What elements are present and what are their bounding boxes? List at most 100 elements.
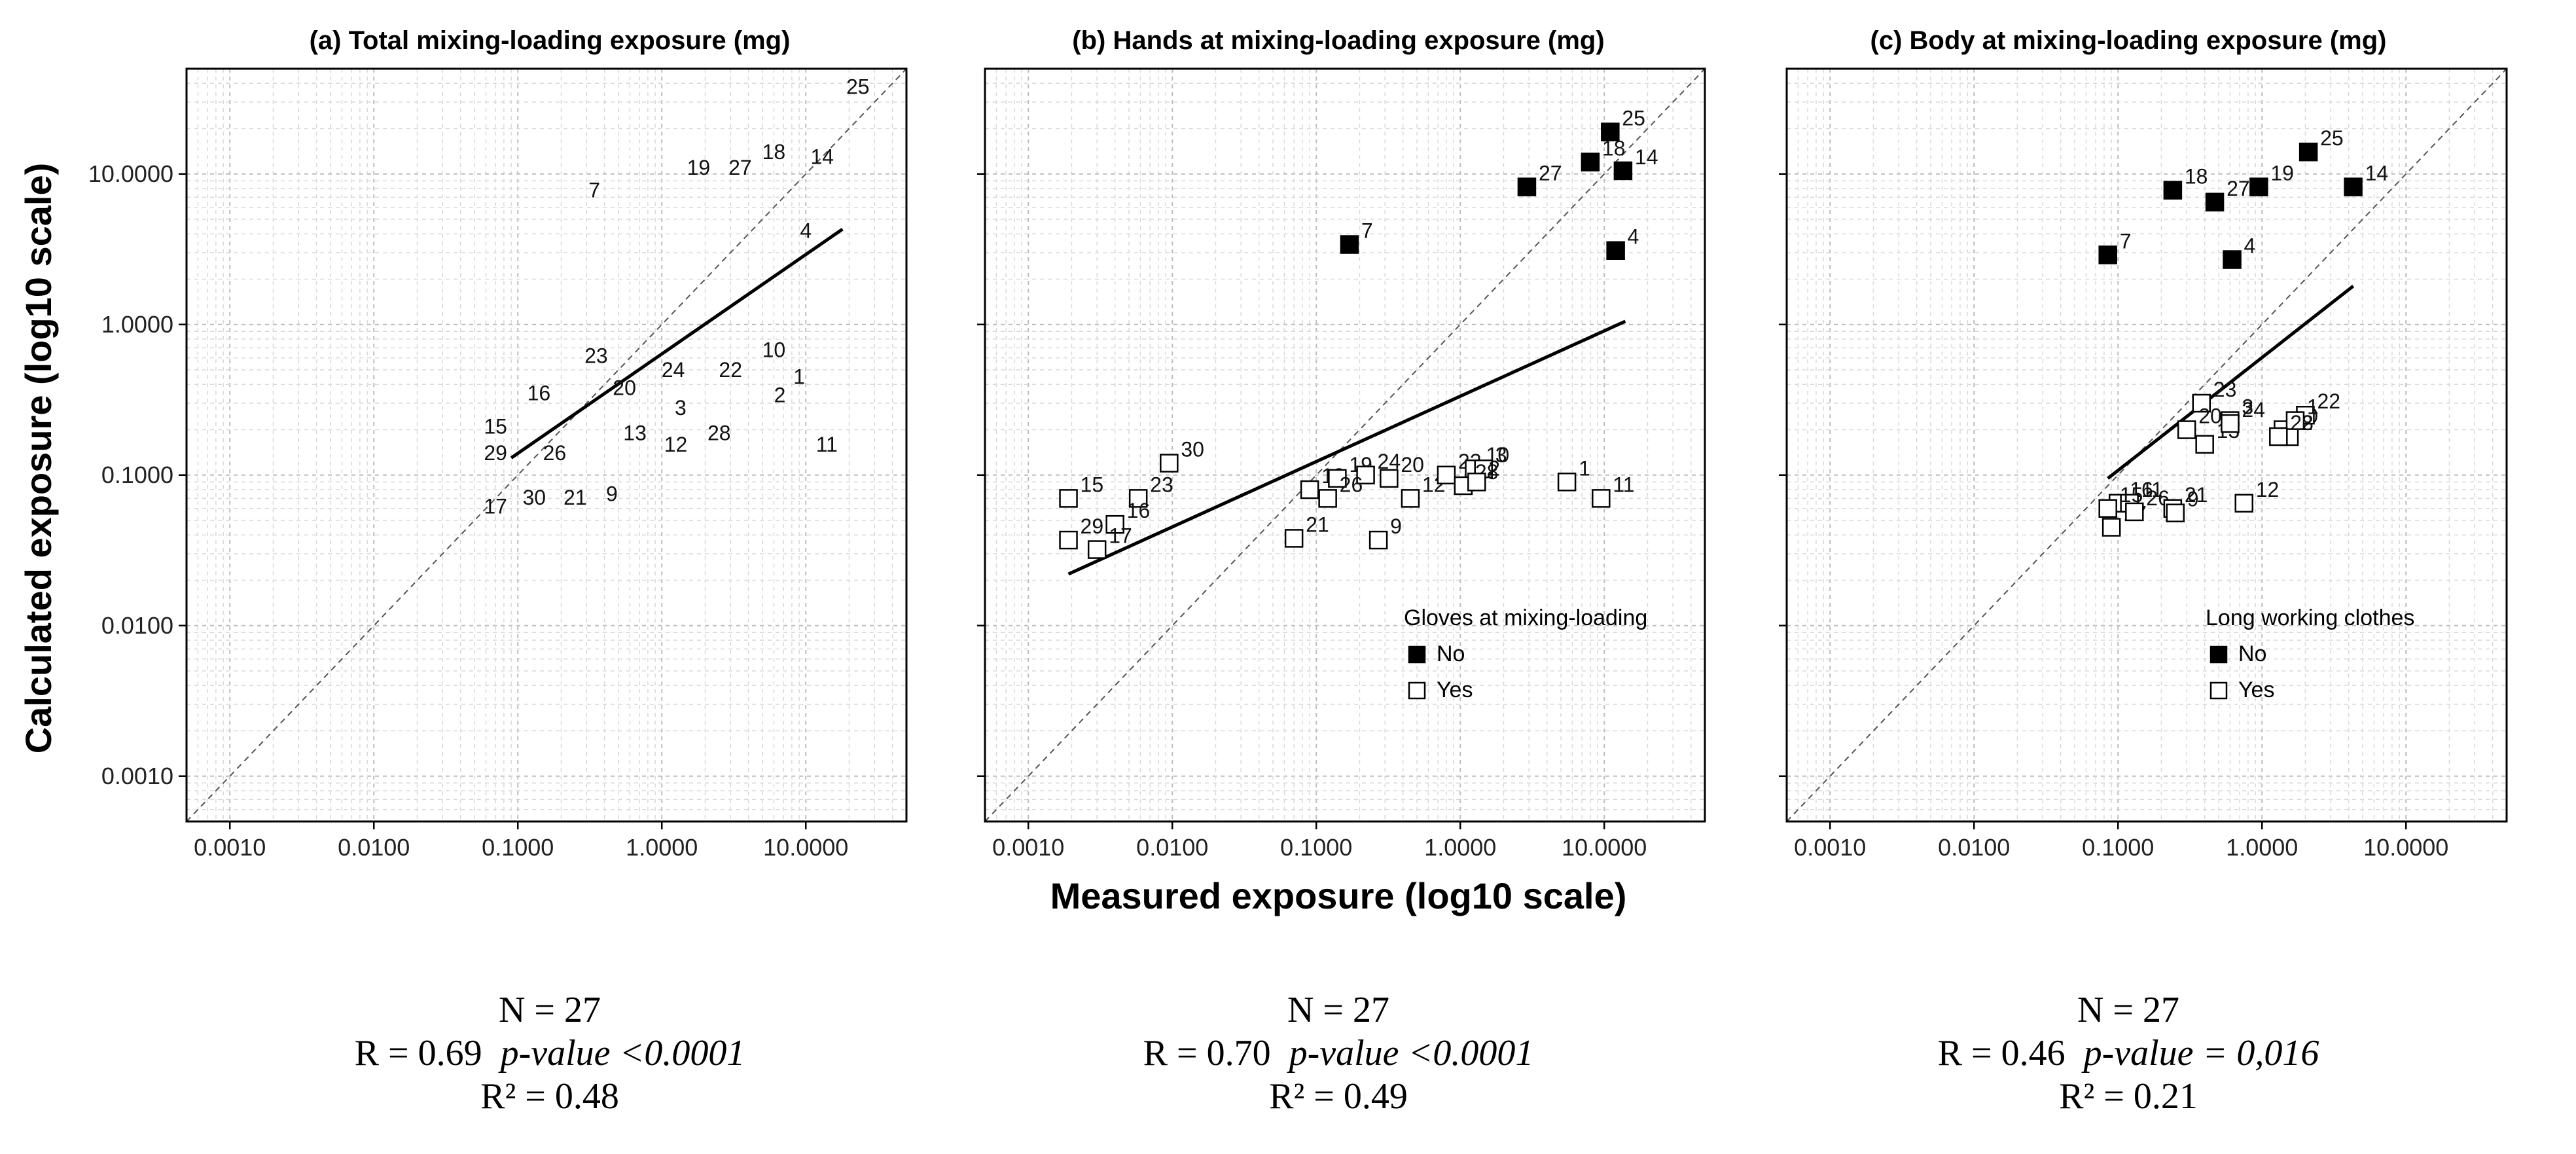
data-point-marker <box>2166 503 2185 522</box>
data-point-label: 17 <box>1109 524 1132 548</box>
data-point-marker <box>2205 192 2225 212</box>
data-point-label: 22 <box>719 358 742 382</box>
data-point-marker <box>1592 489 1611 508</box>
data-point-marker <box>1401 489 1420 508</box>
stat-r2: R² = 0.21 <box>2059 1076 2198 1117</box>
data-point-label: 14 <box>1635 145 1658 169</box>
legend-marker <box>1408 645 1426 664</box>
stat-r2: R² = 0.49 <box>1269 1076 1408 1117</box>
data-point-marker <box>2285 411 2305 430</box>
data-point-label: 3 <box>2242 395 2253 419</box>
data-point-label: 21 <box>2185 483 2208 507</box>
x-tick-label: 0.0010 <box>194 834 266 861</box>
stat-r-value: R = 0.69 <box>354 1033 482 1073</box>
y-tick-label: 0.0100 <box>101 612 173 639</box>
x-tick-label: 0.1000 <box>2082 834 2154 861</box>
stat-n: N = 27 <box>2077 990 2180 1030</box>
legend-marker <box>2209 645 2228 664</box>
data-point-label: 25 <box>1622 107 1645 130</box>
data-point-label: 30 <box>1181 438 1204 461</box>
stats-panel-c: N = 27 R = 0.46 p-value = 0,016 R² = 0.2… <box>1880 988 2377 1118</box>
data-point-marker <box>1328 469 1347 488</box>
data-point-label: 9 <box>2187 488 2199 511</box>
panel-title: (b) Hands at mixing-loading exposure (mg… <box>1072 26 1604 55</box>
data-point-label: 18 <box>2185 165 2208 189</box>
legend-entry-label: Yes <box>1437 677 1473 702</box>
panel-title: (a) Total mixing-loading exposure (mg) <box>310 26 791 55</box>
data-point-label: 24 <box>662 358 685 382</box>
x-tick-label: 1.0000 <box>1424 834 1496 861</box>
stat-p-value: p-value <0.0001 <box>1289 1033 1534 1073</box>
data-point-label: 27 <box>2227 177 2250 200</box>
x-tick-label: 0.0100 <box>1136 834 1208 861</box>
stat-n: N = 27 <box>1287 990 1390 1030</box>
y-tick-label: 10.0000 <box>88 160 173 187</box>
data-point-marker <box>1368 530 1388 550</box>
x-tick-label: 1.0000 <box>626 834 698 861</box>
stat-p-value: p-value <0.0001 <box>500 1033 745 1073</box>
data-point-label: 4 <box>2244 234 2256 258</box>
data-point-label: 17 <box>484 495 507 518</box>
data-point-label: 7 <box>2120 229 2132 253</box>
data-point-marker <box>2234 494 2253 513</box>
stats-panel-a: N = 27 R = 0.69 p-value <0.0001 R² = 0.4… <box>301 988 798 1118</box>
data-point-marker <box>2223 250 2242 269</box>
y-tick-label: 0.0010 <box>101 763 173 789</box>
panel-a: (a) Total mixing-loading exposure (mg) 0… <box>88 26 908 861</box>
data-point-marker <box>2098 245 2117 264</box>
data-point-marker <box>1059 530 1078 550</box>
data-point-label: 11 <box>1613 473 1634 496</box>
data-point-marker <box>2177 420 2196 439</box>
regression-line <box>510 228 844 460</box>
data-point-label: 3 <box>675 396 687 420</box>
y-axis-label: Calculated exposure (log10 scale) <box>18 163 59 754</box>
data-point-marker <box>1557 473 1577 492</box>
stats-panel-b: N = 27 R = 0.70 p-value <0.0001 R² = 0.4… <box>1090 988 1587 1118</box>
data-point-marker <box>2125 502 2144 522</box>
data-point-label: 1 <box>793 365 805 389</box>
plot-background <box>1787 69 2507 821</box>
data-point-label: 28 <box>707 422 731 445</box>
panel-b: (b) Hands at mixing-loading exposure (mg… <box>977 26 1706 861</box>
data-point-label: 25 <box>846 75 870 98</box>
data-point-label: 15 <box>484 415 507 439</box>
data-point-label: 22 <box>2317 389 2340 413</box>
data-point-marker <box>1517 177 1537 196</box>
data-point-label: 24 <box>2242 398 2265 422</box>
panel-title: (c) Body at mixing-loading exposure (mg) <box>1870 26 2387 55</box>
data-point-marker <box>1105 514 1124 534</box>
stat-r: R = 0.46 p-value = 0,016 <box>1880 1032 2377 1075</box>
data-point-marker <box>1581 153 1600 171</box>
data-point-marker <box>2249 177 2268 196</box>
stat-r: R = 0.70 p-value <0.0001 <box>1090 1032 1587 1075</box>
stat-n: N = 27 <box>498 990 601 1030</box>
data-point-label: 7 <box>588 179 600 202</box>
data-point-label: 29 <box>1081 514 1104 538</box>
data-point-label: 14 <box>810 145 834 169</box>
data-point-label: 26 <box>1340 473 1363 496</box>
stat-p-value: p-value = 0,016 <box>2083 1033 2319 1073</box>
plot-background <box>187 69 906 821</box>
data-point-label: 13 <box>623 422 647 445</box>
data-point-label: 18 <box>1602 137 1626 160</box>
legend-marker <box>1408 681 1426 700</box>
data-point-label: 21 <box>564 486 587 509</box>
y-tick-label: 1.0000 <box>101 311 173 338</box>
data-point-label: 11 <box>816 433 838 456</box>
x-axis-label: Measured exposure (log10 scale) <box>1050 875 1627 916</box>
data-point-marker <box>2098 499 2117 518</box>
regression-line <box>2107 285 2355 480</box>
x-tick-label: 0.1000 <box>482 834 554 861</box>
data-point-label: 7 <box>1361 219 1373 243</box>
data-point-marker <box>1380 469 1399 488</box>
data-point-label: 30 <box>522 486 546 509</box>
data-point-label: 29 <box>484 441 507 465</box>
data-point-marker <box>1284 529 1304 548</box>
x-tick-label: 0.1000 <box>1280 834 1352 861</box>
data-point-marker <box>2192 393 2211 413</box>
data-point-label: 28 <box>2290 411 2314 435</box>
data-point-marker <box>1059 489 1078 508</box>
data-point-label: 19 <box>687 156 711 179</box>
